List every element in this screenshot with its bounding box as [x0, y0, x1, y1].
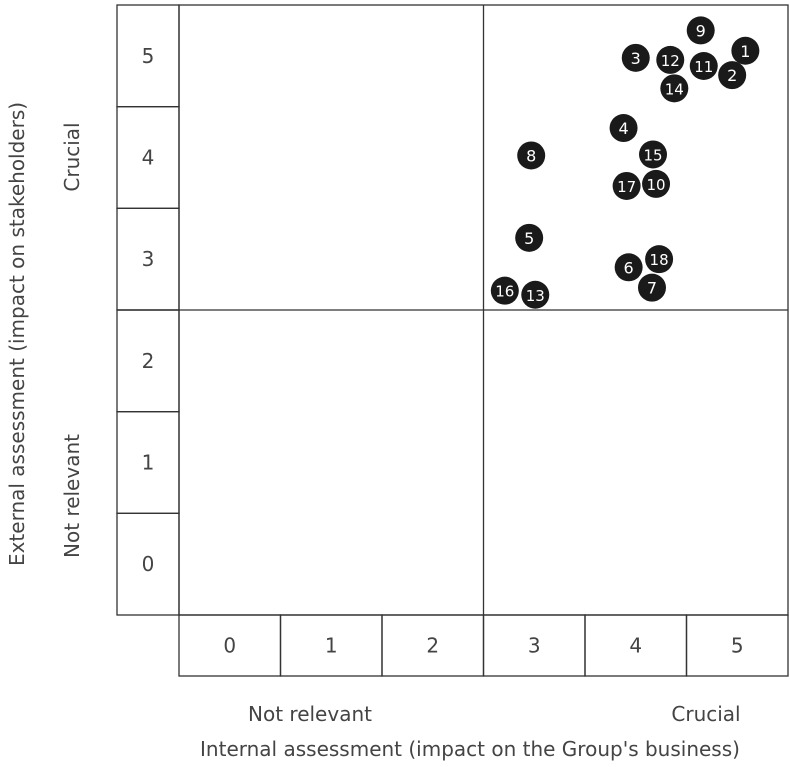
x-tick-label: 4 [629, 634, 642, 658]
y-tick-label: 5 [142, 44, 155, 68]
data-point-marker [731, 36, 760, 65]
data-point-marker [609, 114, 638, 143]
data-point-label: 7 [647, 279, 657, 298]
data-point-label: 16 [495, 283, 514, 301]
data-point: 9 [686, 16, 715, 45]
data-point-marker [614, 253, 643, 282]
data-point: 12 [656, 45, 685, 74]
x-axis-title: Internal assessment (impact on the Group… [200, 737, 740, 761]
data-point-label: 13 [526, 287, 545, 305]
data-point-marker [718, 61, 747, 90]
data-point-marker [521, 280, 550, 309]
data-point: 11 [689, 52, 718, 80]
data-point-label: 5 [524, 229, 534, 248]
data-point: 8 [517, 141, 546, 170]
y-tick-label: 3 [142, 247, 155, 271]
data-point-label: 14 [665, 80, 684, 98]
data-point: 18 [645, 245, 674, 274]
data-point: 7 [637, 273, 666, 302]
data-point-marker [612, 171, 641, 200]
data-point-marker [515, 223, 544, 252]
y-high-label: Crucial [60, 122, 84, 191]
data-point-marker [689, 52, 718, 80]
x-tick-label: 3 [528, 634, 541, 658]
data-point-marker [656, 45, 685, 74]
y-tick-label: 4 [142, 146, 155, 170]
data-point: 10 [642, 169, 671, 198]
data-point: 15 [639, 140, 668, 169]
data-point: 5 [515, 223, 544, 252]
y-tick-label: 1 [142, 451, 155, 475]
y-tick-labels: 0 1 2 3 4 5 [142, 44, 155, 576]
data-point-marker [686, 16, 715, 45]
data-point-label: 12 [661, 52, 680, 70]
data-point-label: 9 [696, 21, 706, 40]
data-point-marker [660, 74, 689, 103]
x-tick-label: 2 [426, 634, 439, 658]
data-point-marker [490, 276, 519, 305]
data-point: 14 [660, 74, 689, 103]
data-point-label: 17 [617, 178, 636, 196]
data-point: 6 [614, 253, 643, 282]
data-point-marker [645, 245, 674, 274]
data-point-label: 10 [647, 176, 666, 194]
data-point: 1 [731, 36, 760, 65]
x-tick-label: 5 [731, 634, 744, 658]
data-point-label: 1 [740, 42, 750, 61]
x-tick-label: 1 [325, 634, 338, 658]
x-tick-labels: 0 1 2 3 4 5 [223, 634, 743, 658]
data-point-label: 6 [624, 258, 634, 277]
y-tick-label: 2 [142, 349, 155, 373]
y-tick-label: 0 [142, 552, 155, 576]
x-axis-frame [178, 614, 789, 677]
data-point: 2 [718, 61, 747, 90]
data-point-label: 15 [643, 146, 662, 164]
data-point-marker [517, 141, 546, 170]
x-low-label: Not relevant [248, 702, 372, 726]
data-point: 4 [609, 114, 638, 143]
data-point: 3 [621, 43, 650, 72]
y-low-label: Not relevant [60, 434, 84, 558]
plot-area [117, 4, 789, 616]
y-axis-title: External assessment (impact on stakehold… [5, 102, 29, 566]
data-point-marker [639, 140, 668, 169]
data-point-label: 11 [694, 58, 713, 76]
data-point-label: 2 [727, 66, 737, 85]
data-point-marker [637, 273, 666, 302]
x-high-label: Crucial [671, 702, 740, 726]
data-point: 13 [521, 280, 550, 309]
data-point-marker [642, 169, 671, 198]
data-point-label: 8 [526, 146, 536, 165]
data-point-label: 18 [650, 251, 669, 269]
data-point-label: 4 [618, 119, 628, 138]
data-point-label: 3 [631, 49, 641, 68]
x-tick-label: 0 [223, 634, 236, 658]
data-point: 17 [612, 171, 641, 200]
data-point-marker [621, 43, 650, 72]
data-point: 16 [490, 276, 519, 305]
